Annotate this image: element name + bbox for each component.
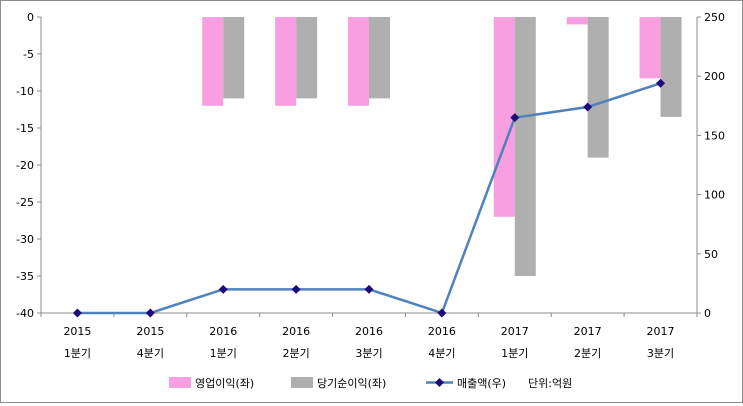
x-tick-label-year: 2016 [428,325,456,338]
legend-marker-revenue [435,378,444,387]
x-tick-label-year: 2016 [282,325,310,338]
revenue-point-3 [291,284,301,294]
x-tick-label-quarter: 4분기 [428,347,455,360]
revenue-point-5 [437,308,447,318]
x-tick-label-quarter: 2분기 [574,347,601,360]
revenue-point-4 [364,284,374,294]
x-tick-label-quarter: 3분기 [647,347,674,360]
x-tick-label-year: 2017 [574,325,602,338]
legend: 영업이익(좌) 당기순이익(좌) 매출액(우) 단위:억원 [169,377,572,390]
bar-operating-profit-7 [566,17,588,25]
left-tick-label: -20 [16,159,34,172]
axes-layer: 0 -5 -10 -15 -20 -25 -30 -35 -40 0 50 100 150 200 250 2… [16,11,725,360]
revenue-point-6 [510,113,520,123]
right-tick-label: 50 [704,248,718,261]
x-tick-label-year: 2017 [501,325,529,338]
bar-operating-profit-6 [493,17,515,217]
left-tick-label: -5 [23,48,34,61]
bar-net-income-8 [660,17,682,117]
x-tick-label-quarter: 1분기 [501,347,528,360]
legend-label-operating-profit: 영업이익(좌) [195,377,254,390]
left-tick-label: -25 [16,196,34,209]
revenue-point-2 [218,284,228,294]
x-tick-label-year: 2015 [136,325,164,338]
x-tick-label-quarter: 1분기 [64,347,91,360]
x-tick-label-quarter: 4분기 [137,347,164,360]
x-tick-label-quarter: 2분기 [282,347,309,360]
bar-net-income-2 [223,17,245,99]
right-tick-label: 100 [704,189,725,202]
x-tick-label-quarter: 3분기 [355,347,382,360]
legend-swatch-operating-profit [169,377,191,388]
bar-net-income-4 [369,17,390,99]
right-tick-label: 0 [704,307,711,320]
right-tick-label: 150 [704,129,725,142]
left-tick-label: -30 [16,233,34,246]
left-tick-label: -10 [16,85,34,98]
legend-swatch-net-income [291,377,313,388]
left-tick-label: -40 [16,307,34,320]
legend-unit-note: 단위:억원 [528,377,572,390]
revenue-point-0 [72,308,82,318]
revenue-point-8 [656,78,666,88]
bar-net-income-7 [587,17,609,158]
bar-operating-profit-2 [202,17,224,106]
right-tick-label: 250 [704,11,725,24]
left-tick-label: -35 [16,270,34,283]
bars-layer [202,17,682,276]
bar-operating-profit-3 [275,17,297,106]
bar-net-income-3 [296,17,318,99]
x-tick-label-quarter: 1분기 [210,347,237,360]
left-tick-label: -15 [16,122,34,135]
revenue-line [77,82,661,315]
bar-net-income-6 [514,17,536,276]
right-tick-label: 200 [704,70,725,83]
legend-label-revenue: 매출액(우) [457,377,506,390]
x-tick-label-year: 2016 [355,325,383,338]
bar-operating-profit-8 [639,17,661,79]
x-tick-label-year: 2017 [647,325,675,338]
x-tick-label-year: 2015 [63,325,91,338]
revenue-point-7 [583,102,593,112]
legend-label-net-income: 당기순이익(좌) [317,377,386,390]
x-tick-label-year: 2016 [209,325,237,338]
line-layer [72,78,666,318]
revenue-point-1 [145,308,155,318]
left-tick-label: 0 [27,11,34,24]
bar-operating-profit-4 [348,17,369,106]
